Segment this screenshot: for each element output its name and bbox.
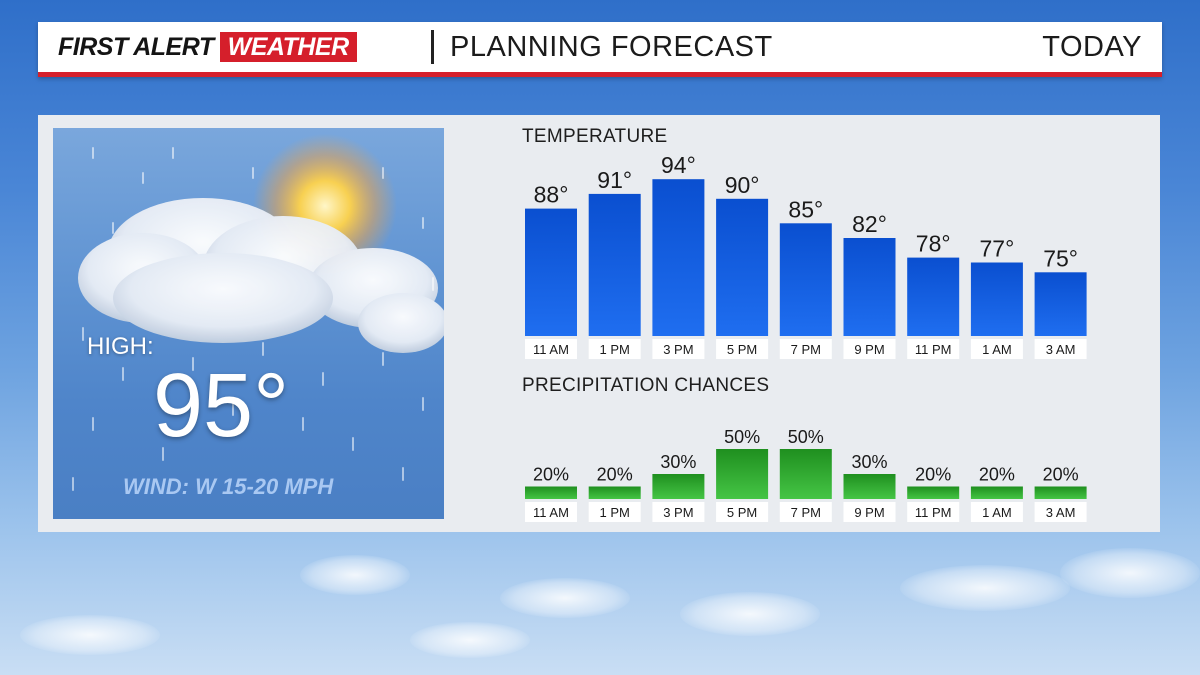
- brand-logo: FIRST ALERT WEATHER: [58, 32, 357, 62]
- temperature-time-label: 5 PM: [727, 342, 757, 357]
- precipitation-time-label: 9 PM: [854, 505, 884, 520]
- header-period: TODAY: [1042, 31, 1142, 63]
- temperature-bar: [652, 179, 705, 336]
- precipitation-time-label-bg: [716, 502, 769, 522]
- precipitation-time-label: 11 PM: [915, 505, 952, 520]
- temperature-time-label-bg: [716, 339, 769, 359]
- temperature-time-label-bg: [843, 339, 896, 359]
- precipitation-time-label-bg: [588, 502, 641, 522]
- temperature-time-label-bg: [652, 339, 705, 359]
- temperature-bar: [779, 223, 832, 336]
- precipitation-chart-title: PRECIPITATION CHANCES: [522, 375, 770, 396]
- precipitation-value-label: 20%: [915, 465, 951, 485]
- precipitation-time-label-bg: [525, 502, 577, 522]
- temperature-time-label: 3 AM: [1046, 342, 1076, 357]
- precipitation-bar: [970, 486, 1023, 499]
- precipitation-time-label: 1 PM: [600, 505, 630, 520]
- precipitation-bar: [907, 486, 960, 499]
- precipitation-time-label-bg: [779, 502, 832, 522]
- temperature-bar: [843, 238, 896, 336]
- precipitation-value-label: 50%: [788, 427, 824, 447]
- precipitation-value-label: 20%: [979, 465, 1015, 485]
- temperature-value-label: 91°: [597, 167, 632, 193]
- precipitation-time-label: 3 PM: [663, 505, 693, 520]
- precipitation-time-label-bg: [652, 502, 705, 522]
- temperature-time-label-bg: [779, 339, 832, 359]
- precipitation-time-label: 11 AM: [533, 505, 569, 520]
- precipitation-time-label-bg: [970, 502, 1023, 522]
- temperature-value-label: 82°: [852, 211, 887, 237]
- sky-cloud: [500, 578, 630, 618]
- temperature-value-label: 88°: [534, 182, 569, 208]
- precipitation-value-label: 20%: [1043, 465, 1079, 485]
- precipitation-value-label: 30%: [660, 452, 696, 472]
- temperature-time-label: 11 PM: [915, 342, 952, 357]
- temperature-bar: [716, 198, 769, 336]
- header-bar: FIRST ALERT WEATHER PLANNING FORECAST TO…: [38, 22, 1162, 77]
- temperature-value-label: 78°: [916, 231, 951, 257]
- temperature-time-label: 11 AM: [533, 342, 569, 357]
- precipitation-time-label: 3 AM: [1046, 505, 1076, 520]
- forecast-charts: 88° 11 AM 91° 1 PM 94° 3 PM 90° 5 PM 85° 7 PM 82° 9…: [525, 152, 1087, 522]
- temperature-time-label-bg: [1034, 339, 1087, 359]
- precipitation-bar: [843, 474, 896, 499]
- temperature-value-label: 77°: [980, 236, 1015, 262]
- precipitation-bar: [588, 486, 641, 499]
- temperature-bar: [525, 208, 577, 336]
- temperature-time-label: 1 PM: [600, 342, 630, 357]
- weather-image-card: HIGH: 95° WIND: W 15-20 MPH: [53, 128, 444, 519]
- precipitation-bar: [716, 449, 769, 499]
- temperature-time-label-bg: [525, 339, 577, 359]
- temperature-chart-title: TEMPERATURE: [522, 126, 668, 147]
- precipitation-bar: [525, 486, 577, 499]
- precipitation-bar: [652, 474, 705, 499]
- temperature-bar: [970, 262, 1023, 336]
- brand-first-alert: FIRST ALERT: [58, 32, 214, 61]
- temperature-time-label: 9 PM: [854, 342, 884, 357]
- precipitation-time-label-bg: [843, 502, 896, 522]
- high-label: HIGH:: [87, 333, 154, 360]
- precipitation-bar: [779, 449, 832, 499]
- sky-cloud: [20, 615, 160, 655]
- precipitation-value-label: 20%: [533, 465, 569, 485]
- forecast-panel: HIGH: 95° WIND: W 15-20 MPH TEMPERATURE …: [38, 115, 1160, 532]
- header-divider: [431, 30, 434, 64]
- temperature-time-label: 1 AM: [982, 342, 1012, 357]
- header-title: PLANNING FORECAST: [450, 31, 773, 63]
- sky-cloud: [680, 592, 820, 636]
- wind-forecast: WIND: W 15-20 MPH: [123, 474, 334, 499]
- precipitation-time-label: 7 PM: [791, 505, 821, 520]
- precipitation-bar: [1034, 486, 1087, 499]
- temperature-value-label: 90°: [725, 172, 760, 198]
- temperature-time-label-bg: [970, 339, 1023, 359]
- sky-cloud: [410, 622, 530, 658]
- partly-cloudy-rain-icon: [72, 134, 444, 491]
- temperature-bar: [588, 193, 641, 336]
- temperature-value-label: 85°: [788, 196, 823, 222]
- high-temperature-value: 95°: [153, 356, 290, 456]
- precipitation-time-label-bg: [907, 502, 960, 522]
- precipitation-time-label: 5 PM: [727, 505, 757, 520]
- sky-cloud: [900, 565, 1070, 611]
- sky-cloud: [1060, 548, 1200, 598]
- precipitation-value-label: 20%: [597, 465, 633, 485]
- temperature-value-label: 75°: [1043, 245, 1078, 271]
- precipitation-value-label: 30%: [851, 452, 887, 472]
- brand-weather: WEATHER: [219, 32, 357, 62]
- temperature-bar: [907, 257, 960, 336]
- temperature-time-label: 3 PM: [663, 342, 693, 357]
- precipitation-time-label: 1 AM: [982, 505, 1012, 520]
- precipitation-value-label: 50%: [724, 427, 760, 447]
- temperature-bar: [1034, 272, 1087, 336]
- precipitation-time-label-bg: [1034, 502, 1087, 522]
- temperature-time-label-bg: [588, 339, 641, 359]
- sky-cloud: [300, 555, 410, 595]
- temperature-value-label: 94°: [661, 152, 696, 178]
- temperature-time-label-bg: [907, 339, 960, 359]
- temperature-time-label: 7 PM: [791, 342, 821, 357]
